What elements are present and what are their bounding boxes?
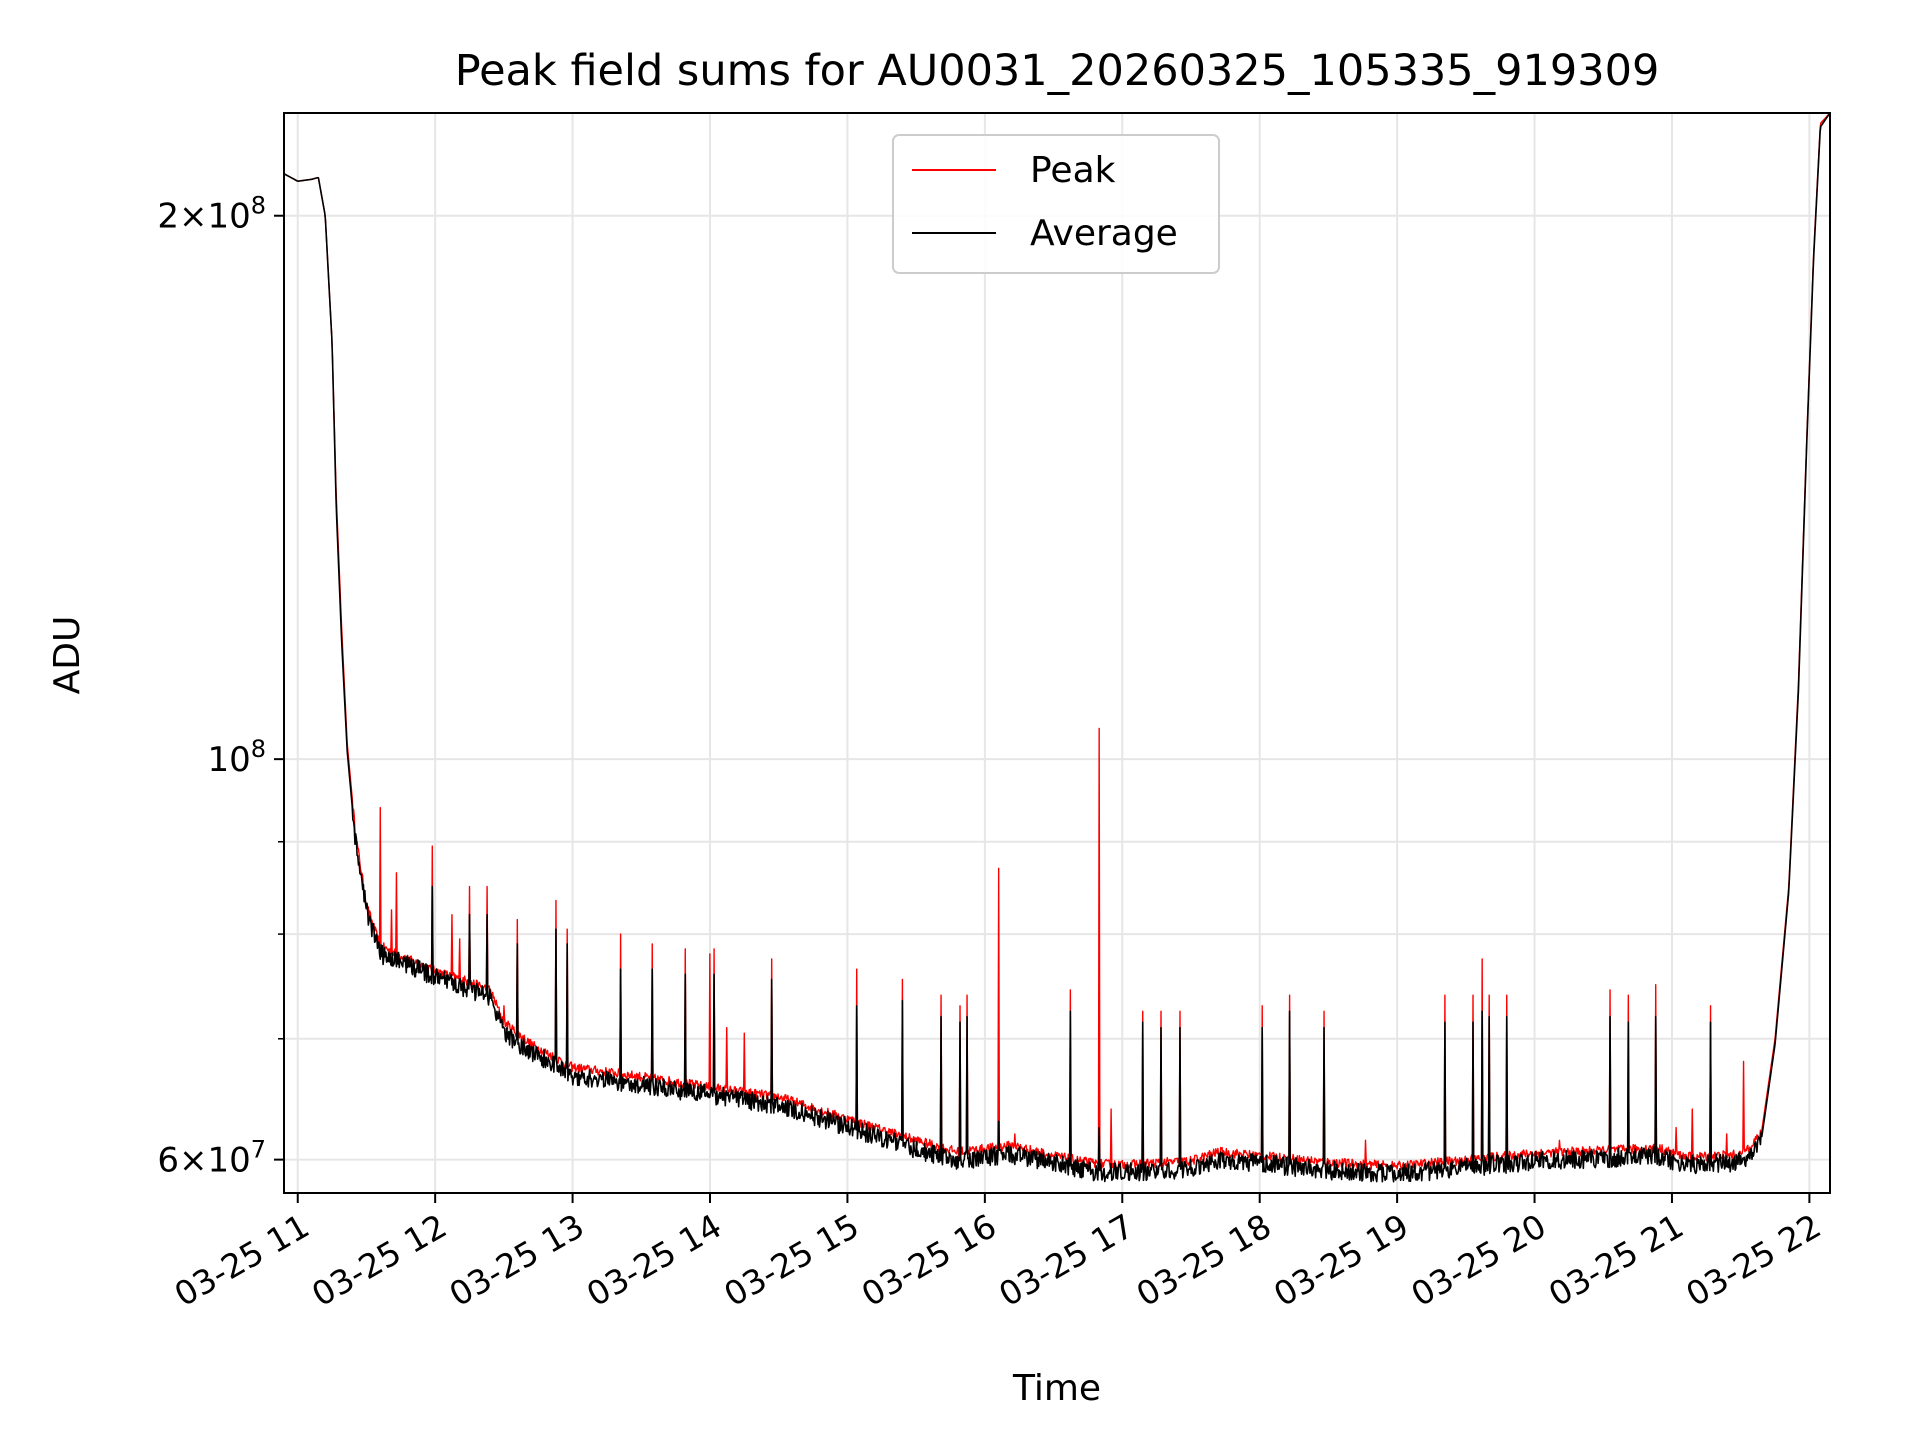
plot-frame [283, 112, 1831, 1194]
legend: Peak Average [892, 134, 1220, 274]
y-axis-label: ADU [47, 616, 88, 695]
y-tick-label-exponent: 7 [251, 1136, 266, 1164]
series-line-peak [283, 112, 1831, 1171]
y-tick-label-exponent: 8 [251, 735, 266, 763]
y-tick-label-base: 6×10 [157, 1141, 250, 1181]
y-tick-label: 2×108 [157, 192, 266, 237]
y-tick-label-exponent: 8 [251, 192, 266, 220]
series-line-average [283, 112, 1831, 1183]
legend-average-label: Average [1030, 213, 1178, 254]
series-layer [283, 112, 1831, 1183]
chart-title: Peak field sums for AU0031_20260325_1053… [455, 46, 1660, 96]
x-axis-label: Time [1012, 1368, 1101, 1409]
y-tick-label-base: 2×10 [157, 197, 250, 237]
y-tick-label-base: 10 [207, 740, 250, 780]
y-tick-label: 108 [207, 735, 266, 780]
y-tick-label: 6×107 [157, 1136, 266, 1181]
legend-peak-label: Peak [1030, 150, 1116, 191]
